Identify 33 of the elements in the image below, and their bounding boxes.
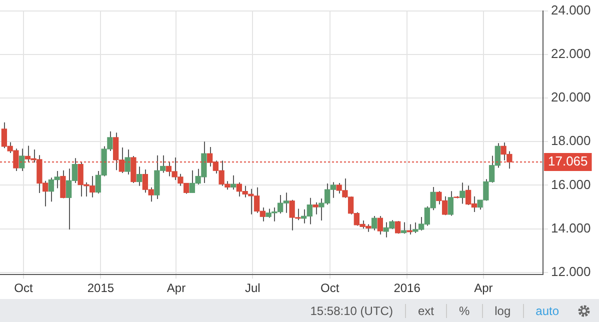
candlestick (312, 202, 318, 215)
candlestick (406, 224, 412, 235)
x-tick-label: Oct (14, 281, 34, 296)
text: auto (522, 304, 571, 318)
x-tick-label: Jul (244, 281, 260, 296)
text: % (446, 304, 482, 318)
ref-line-label: 17.065 (548, 154, 588, 169)
text: log (482, 304, 523, 318)
candlestick (230, 174, 236, 190)
y-tick-label: 20.000 (551, 90, 591, 105)
candlestick (460, 182, 466, 204)
candlestick (448, 190, 454, 216)
x-tick-label: 2016 (394, 281, 421, 296)
y-tick-label: 16.000 (551, 176, 591, 192)
candlestick (377, 215, 384, 235)
y-tick-label: 24.000 (551, 2, 591, 18)
candlestick (371, 215, 378, 231)
y-tick-label: 14.000 (551, 220, 591, 236)
text: 15:58:10 (UTC) (309, 304, 394, 318)
candlestick (60, 170, 66, 199)
y-tick-label: 18.000 (551, 133, 591, 148)
y-tick-label: 12.000 (551, 264, 591, 279)
candlestick (400, 222, 407, 234)
x-tick-label: Apr (166, 281, 186, 296)
x-tick-label: 2015 (87, 281, 114, 296)
text: ext (404, 304, 446, 318)
x-tick-label: Apr (474, 281, 493, 296)
candlestick (394, 220, 401, 234)
candlestick (18, 148, 25, 172)
y-tick-label: 22.000 (551, 46, 591, 61)
candlestick (136, 166, 142, 186)
x-tick-label: Oct (320, 281, 340, 296)
candlestick (124, 148, 130, 176)
